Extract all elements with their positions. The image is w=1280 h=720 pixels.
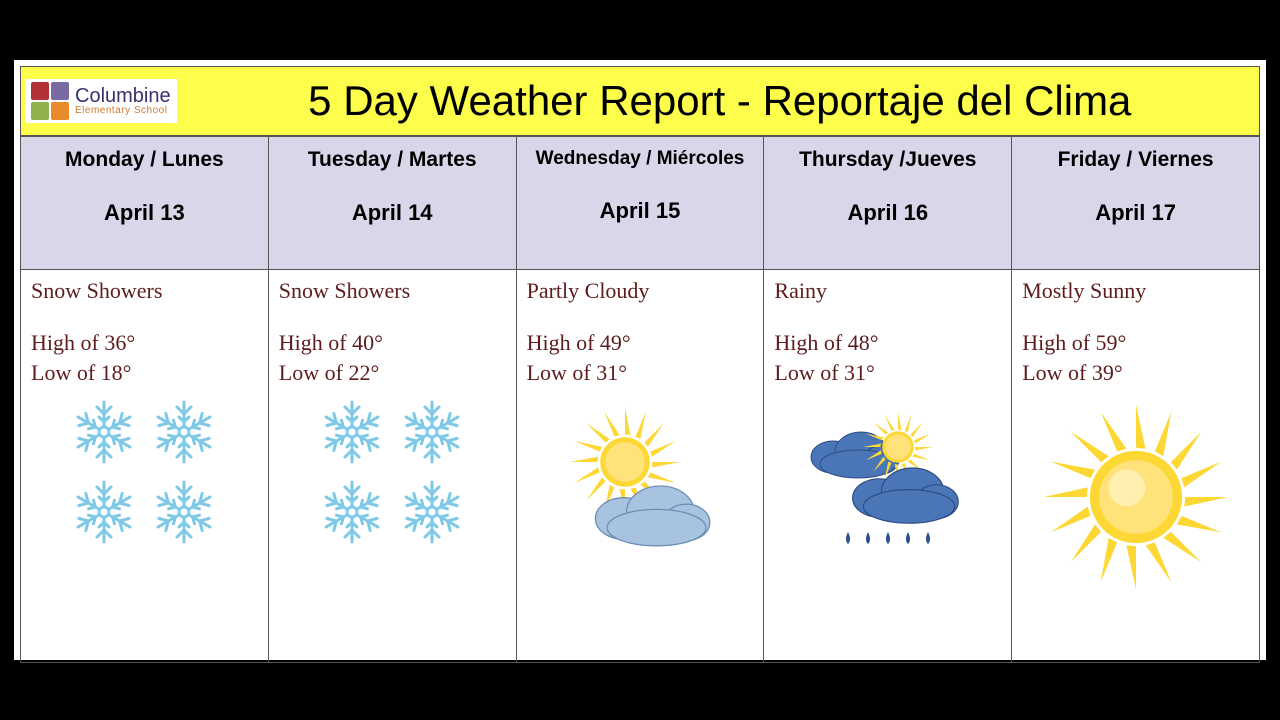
col-header-3: Thursday /Jueves April 16 [764,137,1012,270]
logo-line2: Elementary School [75,106,171,116]
condition-0: Snow Showers [31,278,258,304]
logo-line1: Columbine [75,86,171,106]
high-2: High of 49° [527,328,754,358]
col-header-2: Wednesday / Miércoles April 15 [516,137,764,270]
forecast-table: Monday / Lunes April 13 Tuesday / Martes… [20,136,1260,663]
weather-icon-1 [279,397,506,547]
forecast-cell-1: Snow Showers High of 40° Low of 22° [268,270,516,663]
high-4: High of 59° [1022,328,1249,358]
date-3: April 16 [765,200,1010,226]
condition-2: Partly Cloudy [527,278,754,304]
condition-3: Rainy [774,278,1001,304]
col-header-4: Friday / Viernes April 17 [1012,137,1260,270]
low-1: Low of 22° [279,358,506,388]
dow-2: Wednesday / Miércoles [518,148,763,170]
weather-icon-0 [31,397,258,547]
col-header-1: Tuesday / Martes April 14 [268,137,516,270]
title-bar: Columbine Elementary School 5 Day Weathe… [20,66,1260,136]
dow-1: Tuesday / Martes [270,148,515,172]
high-1: High of 40° [279,328,506,358]
condition-1: Snow Showers [279,278,506,304]
condition-4: Mostly Sunny [1022,278,1249,304]
low-0: Low of 18° [31,358,258,388]
school-logo: Columbine Elementary School [25,79,177,123]
low-3: Low of 31° [774,358,1001,388]
forecast-cell-3: Rainy High of 48° Low of 31° [764,270,1012,663]
low-4: Low of 39° [1022,358,1249,388]
date-2: April 15 [518,198,763,224]
high-3: High of 48° [774,328,1001,358]
low-2: Low of 31° [527,358,754,388]
dow-3: Thursday /Jueves [765,148,1010,172]
forecast-cell-4: Mostly Sunny High of 59° Low of 39° [1012,270,1260,663]
weather-icon-4 [1022,397,1249,603]
weather-icon-2 [527,397,754,573]
dow-4: Friday / Viernes [1013,148,1258,172]
high-0: High of 36° [31,328,258,358]
dow-0: Monday / Lunes [22,148,267,172]
date-0: April 13 [22,200,267,226]
forecast-cell-0: Snow Showers High of 36° Low of 18° [21,270,269,663]
col-header-0: Monday / Lunes April 13 [21,137,269,270]
forecast-cell-2: Partly Cloudy High of 49° Low of 31° [516,270,764,663]
page-title: 5 Day Weather Report - Reportaje del Cli… [181,77,1259,125]
weather-icon-3 [774,397,1001,573]
date-1: April 14 [270,200,515,226]
date-4: April 17 [1013,200,1258,226]
